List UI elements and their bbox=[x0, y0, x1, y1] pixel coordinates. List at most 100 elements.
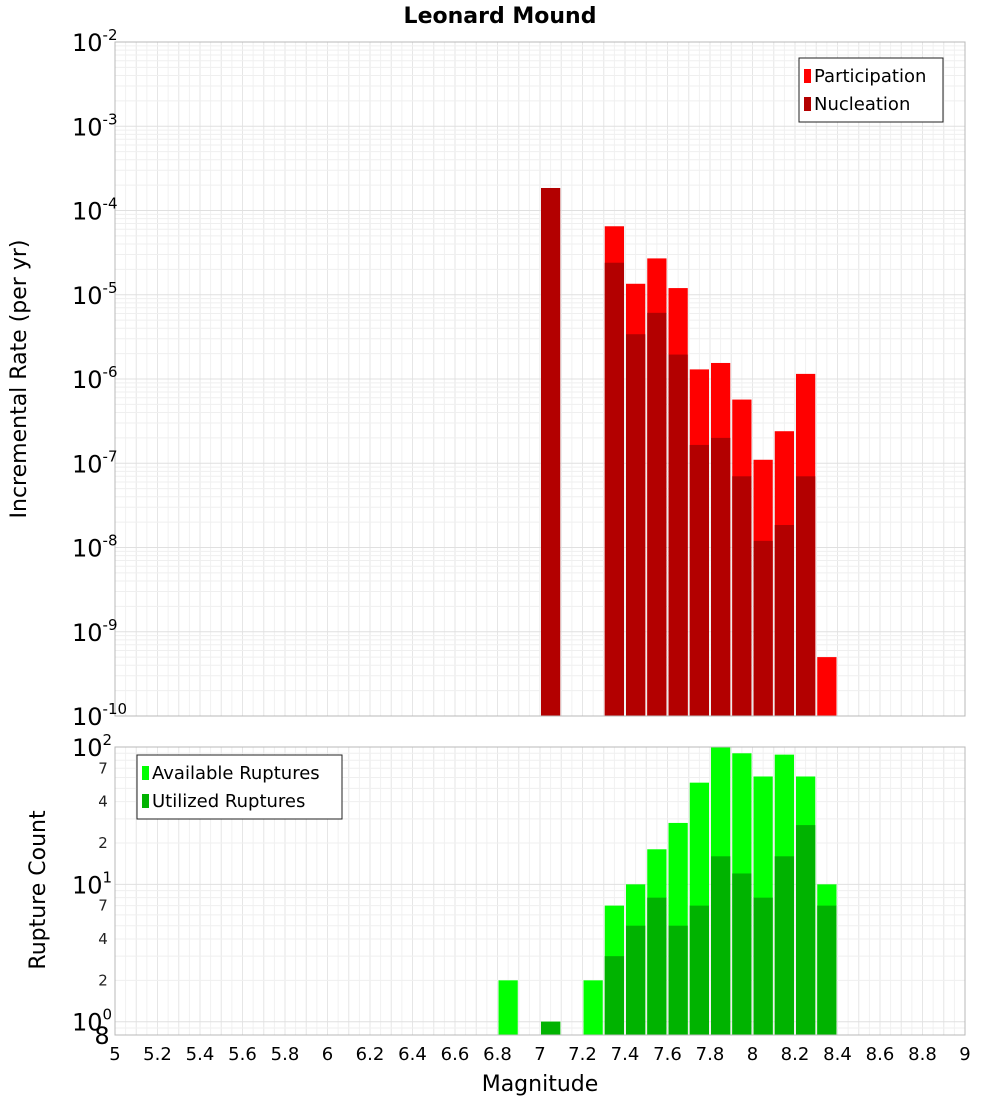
legend-box-1 bbox=[136, 754, 343, 820]
y-axis-label-bottom: Rupture Count bbox=[26, 810, 51, 970]
x-tick-label: 8.2 bbox=[781, 1044, 810, 1065]
y-tick-top: 10-7 bbox=[72, 447, 118, 478]
y-tick-bottom-base: 10 bbox=[72, 871, 103, 899]
legend-swatch-participation bbox=[804, 69, 811, 83]
y-tick-top-exp: -9 bbox=[103, 616, 118, 634]
bar-utilized-ruptures-4 bbox=[668, 925, 688, 1035]
bar-utilized-ruptures-8 bbox=[753, 897, 773, 1035]
y-tick-top: 10-4 bbox=[72, 195, 118, 226]
y-tick-top: 10-9 bbox=[72, 616, 118, 647]
legend-box-0 bbox=[798, 57, 944, 123]
y-tick-top-exp: -10 bbox=[103, 700, 128, 718]
y-tick-top-exp: -2 bbox=[103, 26, 118, 44]
bar-utilized-ruptures-10 bbox=[796, 825, 816, 1035]
y-minor-tick-label: 4 bbox=[98, 793, 108, 811]
x-tick-label: 7.8 bbox=[696, 1044, 725, 1065]
x-tick-label: 5 bbox=[109, 1044, 120, 1065]
x-tick-label: 6.4 bbox=[398, 1044, 427, 1065]
y-minor-tick-label: 2 bbox=[98, 834, 108, 852]
x-tick-label: 5.2 bbox=[143, 1044, 172, 1065]
y-tick-top-exp: -8 bbox=[103, 532, 118, 550]
plot-frame-0 bbox=[114, 41, 966, 717]
bar-utilized-ruptures-0 bbox=[541, 1021, 561, 1035]
bar-utilized-ruptures-11 bbox=[817, 905, 837, 1035]
bar-utilized-ruptures-7 bbox=[732, 873, 752, 1035]
bar-nucleation-1 bbox=[604, 262, 624, 716]
y-tick-bottom-exp: 0 bbox=[103, 1006, 113, 1024]
bar-nucleation-5 bbox=[689, 444, 709, 716]
x-tick-label: 7 bbox=[534, 1044, 545, 1065]
bar-utilized-ruptures-3 bbox=[647, 897, 667, 1035]
y-minor-tick-label: 2 bbox=[98, 971, 108, 989]
bar-utilized-ruptures-2 bbox=[626, 925, 646, 1035]
y-tick-top-exp: -7 bbox=[103, 447, 118, 465]
y-tick-top-base: 10 bbox=[72, 450, 103, 478]
bar-nucleation-7 bbox=[732, 476, 752, 716]
y-tick-top: 10-2 bbox=[72, 26, 118, 57]
y-minor-tick-label: 4 bbox=[98, 930, 108, 948]
y-tick-bottom-exp: 1 bbox=[103, 868, 113, 886]
y-tick-top: 10-3 bbox=[72, 110, 118, 141]
x-tick-label: 7.4 bbox=[611, 1044, 640, 1065]
y-tick-top-base: 10 bbox=[72, 619, 103, 647]
bar-nucleation-4 bbox=[668, 354, 688, 716]
y-tick-bottom-base: 10 bbox=[72, 734, 103, 762]
y-tick-top-base: 10 bbox=[72, 29, 103, 57]
legend-swatch-utilized-ruptures bbox=[142, 794, 149, 808]
y-tick-top: 10-6 bbox=[72, 363, 118, 394]
y-tick-top-base: 10 bbox=[72, 113, 103, 141]
y-tick-bottom-base: 10 bbox=[72, 1009, 103, 1037]
chart-title: Leonard Mound bbox=[404, 4, 597, 29]
bar-nucleation-0 bbox=[541, 187, 561, 716]
y-tick-top-exp: -5 bbox=[103, 279, 118, 297]
bar-nucleation-8 bbox=[753, 540, 773, 716]
legend-label-available-ruptures: Available Ruptures bbox=[152, 763, 320, 784]
x-tick-label: 6.2 bbox=[356, 1044, 385, 1065]
bar-utilized-ruptures-5 bbox=[689, 905, 709, 1035]
y-tick-bottom: 102 bbox=[72, 731, 112, 762]
legend-swatch-nucleation bbox=[804, 97, 811, 111]
bar-utilized-ruptures-6 bbox=[711, 856, 731, 1035]
x-tick-label: 5.6 bbox=[228, 1044, 257, 1065]
bar-nucleation-6 bbox=[711, 437, 731, 716]
bar-participation-10 bbox=[817, 657, 837, 716]
y-minor-tick-label: 7 bbox=[98, 897, 108, 915]
x-tick-label: 6 bbox=[322, 1044, 333, 1065]
y-tick-top-exp: -4 bbox=[103, 195, 118, 213]
legend-swatch-available-ruptures bbox=[142, 766, 149, 780]
x-tick-label: 8.8 bbox=[908, 1044, 937, 1065]
x-tick-label: 6.8 bbox=[483, 1044, 512, 1065]
x-tick-label: 9 bbox=[959, 1044, 970, 1065]
legend-label-participation: Participation bbox=[814, 66, 926, 87]
y-tick-top-base: 10 bbox=[72, 282, 103, 310]
bar-utilized-ruptures-1 bbox=[604, 956, 624, 1035]
y-tick-top-exp: -6 bbox=[103, 363, 118, 381]
y-tick-top-base: 10 bbox=[72, 198, 103, 226]
x-tick-label: 5.4 bbox=[186, 1044, 215, 1065]
y-tick-top: 10-10 bbox=[72, 700, 127, 731]
bar-available-ruptures-2 bbox=[583, 980, 603, 1035]
x-tick-label: 7.6 bbox=[653, 1044, 682, 1065]
x-tick-label: 7.2 bbox=[568, 1044, 597, 1065]
bar-nucleation-10 bbox=[796, 476, 816, 716]
bar-nucleation-9 bbox=[774, 524, 794, 716]
y-tick-bottom-exp: 2 bbox=[103, 731, 113, 749]
y-minor-tick-label: 8 bbox=[94, 1022, 109, 1050]
x-tick-label: 6.6 bbox=[441, 1044, 470, 1065]
y-tick-top: 10-5 bbox=[72, 279, 118, 310]
bar-nucleation-3 bbox=[647, 312, 667, 716]
y-tick-top-base: 10 bbox=[72, 366, 103, 394]
legend-label-nucleation: Nucleation bbox=[814, 94, 910, 115]
x-tick-label: 5.8 bbox=[271, 1044, 300, 1065]
plot-frame-1 bbox=[114, 746, 966, 1036]
y-minor-tick-label: 7 bbox=[98, 759, 108, 777]
x-axis-label: Magnitude bbox=[482, 1072, 599, 1097]
legend-label-utilized-ruptures: Utilized Ruptures bbox=[152, 791, 305, 812]
bar-nucleation-2 bbox=[626, 334, 646, 716]
y-tick-top: 10-8 bbox=[72, 532, 118, 563]
y-tick-top-base: 10 bbox=[72, 535, 103, 563]
x-tick-label: 8.4 bbox=[823, 1044, 852, 1065]
x-tick-label: 8 bbox=[747, 1044, 758, 1065]
